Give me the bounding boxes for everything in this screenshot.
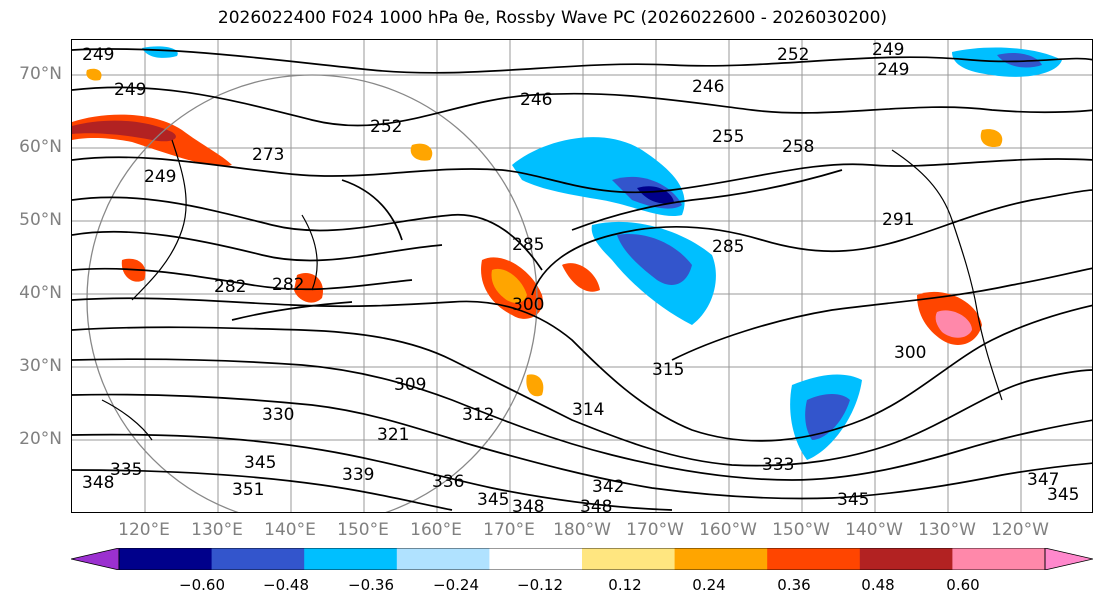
- negative-anomaly-regions: [142, 46, 1062, 460]
- contour-label: 246: [692, 77, 724, 97]
- lat-label-40n: 40°N: [19, 283, 62, 303]
- lon-label-130w: 130°W: [918, 520, 976, 540]
- contour-label: 345: [244, 453, 276, 473]
- lat-label-30n: 30°N: [19, 356, 62, 376]
- colorbar-tick: 0.36: [777, 576, 811, 594]
- contour-label: 285: [712, 237, 744, 257]
- colorbar-segment: [674, 548, 768, 570]
- lon-label-150w: 150°W: [772, 520, 830, 540]
- contour-label: 309: [394, 375, 426, 395]
- contour-label: 282: [272, 275, 304, 295]
- contour-label: 249: [877, 60, 909, 80]
- lon-label-170w: 170°W: [626, 520, 684, 540]
- lon-label-140e: 140°E: [264, 520, 316, 540]
- colorbar-segment: [582, 548, 676, 570]
- colorbar-segment: [211, 548, 305, 570]
- colorbar-tick: −0.60: [179, 576, 225, 594]
- colorbar-segment: [767, 548, 861, 570]
- colorbar-segment: [952, 548, 1046, 570]
- lon-label-130e: 130°E: [191, 520, 243, 540]
- colorbar-segment: [396, 548, 490, 570]
- contour-label: 249: [872, 40, 904, 60]
- colorbar-tick: −0.12: [517, 576, 563, 594]
- contour-label: 347: [1027, 470, 1059, 490]
- lon-label-150e: 150°E: [337, 520, 389, 540]
- contour-label: 336: [432, 472, 464, 492]
- colorbar-segment: [119, 548, 213, 570]
- colorbar-extend-max: [1044, 548, 1093, 570]
- lon-label-160w: 160°W: [699, 520, 757, 540]
- contour-label: 252: [777, 45, 809, 65]
- chart-title: 2026022400 F024 1000 hPa θe, Rossby Wave…: [217, 8, 888, 28]
- contour-label: 314: [572, 400, 604, 420]
- colorbar-segment: [304, 548, 398, 570]
- lon-label-140w: 140°W: [845, 520, 903, 540]
- lon-label-120w: 120°W: [991, 520, 1049, 540]
- theta-e-contours: [72, 48, 1092, 511]
- colorbar-outline: [118, 548, 1046, 570]
- contour-label: 249: [144, 167, 176, 187]
- lon-label-170e: 170°E: [483, 520, 535, 540]
- contour-label: 345: [1047, 485, 1079, 505]
- contour-label: 252: [370, 117, 402, 137]
- contour-label: 249: [114, 80, 146, 100]
- contour-label: 342: [592, 477, 624, 497]
- contour-label: 321: [377, 425, 409, 445]
- lat-label-60n: 60°N: [19, 137, 62, 157]
- colorbar-tick: −0.48: [263, 576, 309, 594]
- colorbar-tick: 0.24: [692, 576, 726, 594]
- contour-label: 333: [762, 455, 794, 475]
- lon-label-180w: 180°W: [553, 520, 611, 540]
- contour-label: 300: [512, 295, 544, 315]
- contour-label: 300: [894, 343, 926, 363]
- coastlines: [101, 139, 1003, 441]
- lon-label-160e: 160°E: [410, 520, 462, 540]
- contour-labels: 249 252 249 249 246 246 249 255 252 258 …: [82, 40, 1079, 513]
- lat-label-50n: 50°N: [19, 210, 62, 230]
- colorbar-tick: 0.12: [608, 576, 642, 594]
- colorbar-tick: 0.60: [946, 576, 980, 594]
- colorbar-tick: −0.36: [348, 576, 394, 594]
- contour-label: 273: [252, 145, 284, 165]
- colorbar-segment: [489, 548, 583, 570]
- contour-label: 282: [214, 277, 246, 297]
- contour-label: 291: [882, 210, 914, 230]
- colorbar-segment: [859, 548, 953, 570]
- map-svg: 249 252 249 249 246 246 249 255 252 258 …: [72, 40, 1092, 513]
- contour-label: 246: [520, 90, 552, 110]
- contour-label: 285: [512, 235, 544, 255]
- contour-label: 335: [110, 460, 142, 480]
- contour-label: 339: [342, 465, 374, 485]
- contour-label: 351: [232, 480, 264, 500]
- contour-label: 345: [837, 490, 869, 510]
- contour-label: 258: [782, 137, 814, 157]
- colorbar-tick: 0.48: [861, 576, 895, 594]
- contour-label: 345: [477, 490, 509, 510]
- positive-anomaly-regions: [72, 68, 1003, 397]
- contour-label: 255: [712, 127, 744, 147]
- colorbar: [71, 548, 1093, 570]
- contour-label: 315: [652, 360, 684, 380]
- colorbar-extend-min: [71, 548, 120, 570]
- contour-label: 348: [580, 497, 612, 513]
- contour-label: 348: [82, 473, 114, 493]
- lat-label-70n: 70°N: [19, 64, 62, 84]
- lat-label-20n: 20°N: [19, 429, 62, 449]
- map-panel: 249 252 249 249 246 246 249 255 252 258 …: [71, 39, 1093, 513]
- colorbar-tick: −0.24: [433, 576, 479, 594]
- contour-label: 312: [462, 405, 494, 425]
- contour-label: 348: [512, 497, 544, 513]
- contour-label: 249: [82, 45, 114, 65]
- contour-label: 330: [262, 405, 294, 425]
- lon-label-120e: 120°E: [118, 520, 170, 540]
